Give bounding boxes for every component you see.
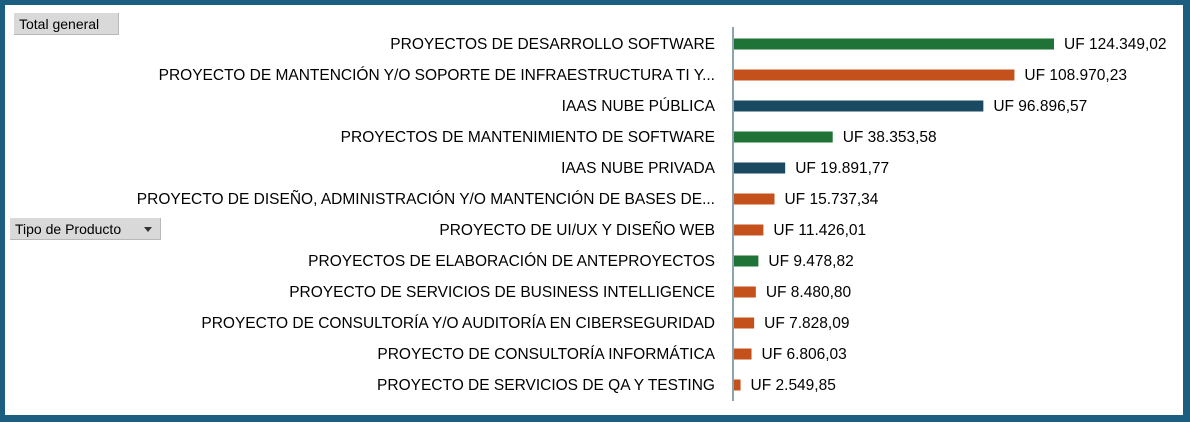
total-general-field[interactable]: Total general (14, 13, 119, 35)
total-general-label: Total general (19, 16, 100, 32)
data-label: UF 7.828,09 (764, 315, 849, 332)
bar[interactable] (734, 317, 755, 329)
category-label: PROYECTOS DE ELABORACIÓN DE ANTEPROYECTO… (308, 253, 715, 270)
data-label: UF 2.549,85 (751, 377, 836, 394)
bar[interactable] (734, 193, 775, 205)
data-label: UF 9.478,82 (768, 253, 853, 270)
bar[interactable] (734, 100, 984, 112)
bar[interactable] (734, 224, 764, 236)
chevron-down-icon[interactable] (144, 227, 152, 232)
data-label: UF 108.970,23 (1024, 67, 1127, 84)
bar-chart: PROYECTOS DE DESARROLLO SOFTWARE UF 124.3… (137, 27, 1167, 401)
category-label: PROYECTO DE UI/UX Y DISEÑO WEB (439, 222, 715, 239)
bar[interactable] (734, 162, 786, 174)
category-label: PROYECTOS DE MANTENIMIENTO DE SOFTWARE (341, 129, 715, 146)
data-label: UF 124.349,02 (1064, 36, 1167, 53)
bar[interactable] (734, 131, 833, 143)
data-label: UF 6.806,03 (762, 346, 847, 363)
data-label: UF 11.426,01 (773, 222, 866, 239)
data-label: UF 96.896,57 (993, 98, 1087, 115)
category-label: PROYECTO DE SERVICIOS DE QA Y TESTING (377, 377, 715, 394)
bar[interactable] (734, 348, 752, 360)
bar[interactable] (734, 69, 1015, 81)
chart-panel: PROYECTOS DE DESARROLLO SOFTWARE UF 124.3… (5, 5, 1183, 415)
data-label: UF 8.480,80 (766, 284, 852, 301)
category-label: PROYECTO DE CONSULTORÍA Y/O AUDITORÍA EN… (201, 315, 715, 332)
bar[interactable] (734, 255, 759, 267)
category-label: PROYECTO DE CONSULTORÍA INFORMÁTICA (377, 346, 715, 363)
category-label: PROYECTOS DE DESARROLLO SOFTWARE (390, 36, 715, 53)
bar[interactable] (734, 38, 1054, 50)
bar[interactable] (734, 286, 756, 298)
category-label: PROYECTO DE DISEÑO, ADMINISTRACIÓN Y/O M… (137, 191, 715, 208)
category-label: IAAS NUBE PRIVADA (561, 160, 716, 177)
tipo-de-producto-filter[interactable]: Tipo de Producto (10, 218, 161, 240)
category-label: PROYECTO DE SERVICIOS DE BUSINESS INTELL… (289, 284, 715, 301)
data-label: UF 19.891,77 (795, 160, 889, 177)
category-label: PROYECTO DE MANTENCIÓN Y/O SOPORTE DE IN… (159, 67, 715, 84)
bar[interactable] (734, 379, 741, 391)
data-label: UF 38.353,58 (843, 129, 937, 146)
data-label: UF 15.737,34 (784, 191, 878, 208)
tipo-de-producto-label: Tipo de Producto (15, 221, 122, 237)
category-label: IAAS NUBE PÚBLICA (562, 98, 716, 115)
